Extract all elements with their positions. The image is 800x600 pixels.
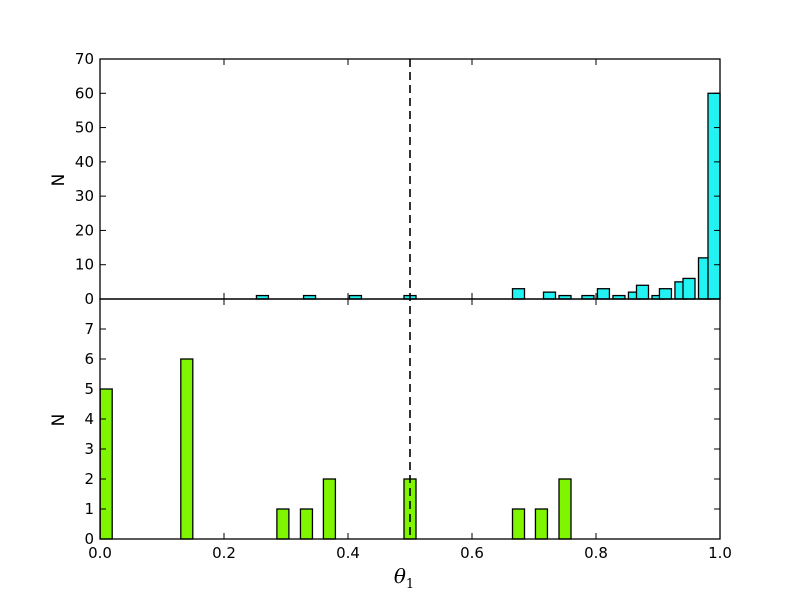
y-tick-label: 10 [75,256,94,274]
histogram-bar [682,277,696,300]
y-tick-label: 60 [75,84,94,102]
y-tick-label: 6 [84,350,94,368]
histogram-bar [558,478,572,540]
y-tick-label: 20 [75,221,94,239]
y-tick-label: 2 [84,470,94,488]
histogram-bar [542,291,557,300]
x-axis-label-subscript: 1 [406,577,414,592]
y-tick-label: 70 [75,50,94,68]
histogram-bar [99,388,113,540]
x-tick-label: 0.8 [584,544,608,562]
histogram-bar [511,288,526,300]
histogram-bar [635,284,650,300]
axes-frame-layer [99,58,721,540]
y-tick-label: 0 [84,290,94,308]
y-tick-label: 1 [84,500,94,518]
x-tick-label: 0.0 [88,544,112,562]
histogram-bar [299,508,314,540]
histogram-bar [658,288,673,300]
x-axis-label: θ1 [394,564,414,592]
y-tick-label: 3 [84,440,94,458]
top-y-axis-label: N [49,174,69,187]
x-axis-label-symbol: θ [394,564,406,588]
histogram-bar [322,478,337,540]
histogram-bar [596,288,611,300]
bottom-y-axis-label: N [49,414,69,427]
y-tick-label: 40 [75,153,94,171]
x-tick-label: 0.2 [212,544,236,562]
x-tick-label: 1.0 [708,544,732,562]
y-tick-label: 0 [84,530,94,548]
y-tick-label: 5 [84,380,94,398]
y-tick-label: 50 [75,119,94,137]
histogram-bar [511,508,526,540]
histogram-bar [276,508,290,540]
histogram-bar [180,358,194,540]
y-tick-label: 7 [84,320,94,338]
x-tick-label: 0.4 [336,544,360,562]
y-tick-label: 30 [75,187,94,205]
axes-frame [99,298,721,540]
x-tick-label: 0.6 [460,544,484,562]
histogram-bar [534,508,549,540]
y-tick-label: 4 [84,410,94,428]
